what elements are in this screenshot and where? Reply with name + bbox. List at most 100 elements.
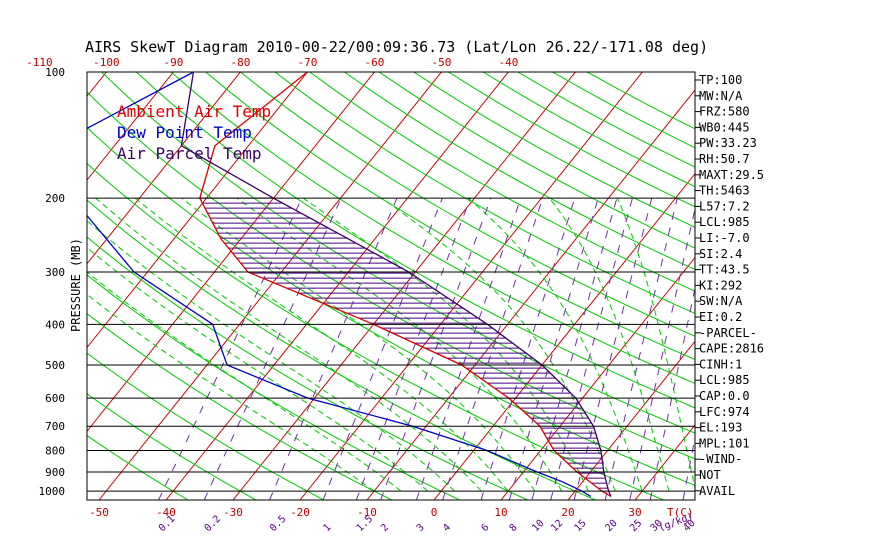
mixing-ratio-line — [380, 197, 492, 500]
mixing-ratio-tick-label: 10 — [530, 518, 546, 534]
index-entry: -PARCEL- — [699, 326, 757, 340]
pressure-tick-label: 400 — [45, 318, 65, 331]
legend-dewpoint-temp: Dew Point Temp — [117, 123, 252, 142]
mixing-ratio-tick-label: 8 — [508, 522, 520, 534]
isotherm-line — [769, 72, 870, 500]
pressure-tick-label: 300 — [45, 266, 65, 279]
isotherm-line — [87, 72, 241, 265]
isotherm-line — [299, 72, 643, 500]
isotherm-line — [836, 72, 870, 500]
pressure-tick-label: 800 — [45, 445, 65, 458]
pressure-tick-label: 600 — [45, 392, 65, 405]
pressure-tick-label: 700 — [45, 420, 65, 433]
dry-adiabat-line — [274, 72, 695, 315]
dry-adiabat-line — [413, 72, 695, 228]
dry-adiabat-line — [170, 72, 695, 385]
mixing-ratio-line — [322, 197, 443, 500]
index-entry: AVAIL — [699, 484, 735, 498]
mixing-ratio-tick-label: 2 — [379, 522, 391, 534]
index-entry: LFC:974 — [699, 405, 750, 419]
index-entry: EI:0.2 — [699, 310, 742, 324]
top-temp-tick-label: -60 — [364, 56, 384, 69]
dry-adiabat-line — [344, 72, 695, 270]
legend-ambient-temp: Ambient Air Temp — [117, 102, 271, 121]
index-entry: MW:N/A — [699, 89, 743, 103]
index-entry: TH:5463 — [699, 184, 750, 198]
index-entry: CAP:0.0 — [699, 389, 750, 403]
mixing-ratio-tick-label: 6 — [479, 522, 491, 534]
isotherm-line — [433, 172, 695, 500]
dry-adiabat-line — [309, 72, 695, 292]
mixing-ratio-line — [604, 198, 678, 500]
pressure-tick-label: 100 — [45, 66, 65, 79]
top-temp-tick-label: -100 — [93, 56, 120, 69]
index-entry: L57:7.2 — [699, 199, 750, 213]
dry-adiabat-line — [378, 72, 695, 249]
legend: Ambient Air Temp Dew Point Temp Air Parcel… — [117, 102, 271, 163]
index-entry: -WIND- — [699, 452, 742, 466]
bottom-temp-tick-label: -20 — [290, 506, 310, 519]
isotherm-line — [567, 340, 695, 500]
dry-adiabat-line — [448, 72, 695, 208]
index-entry: LCL:985 — [699, 373, 750, 387]
mixing-ratio-tick-label: 12 — [549, 518, 565, 534]
mixing-ratio-line — [649, 286, 695, 500]
index-entry: EL:193 — [699, 421, 742, 435]
index-entry: WB0:445 — [699, 120, 750, 134]
pressure-tick-label: 200 — [45, 192, 65, 205]
mixing-ratio-line — [442, 198, 544, 500]
cape-hatching — [199, 197, 608, 489]
pressure-tick-label: 900 — [45, 466, 65, 479]
index-entry: RH:50.7 — [699, 152, 750, 166]
mixing-ratio-tick-label: 1 — [321, 522, 333, 534]
legend-parcel-temp: Air Parcel Temp — [117, 144, 262, 163]
isotherm-line — [87, 72, 107, 98]
mixing-ratio-tick-label: 3 — [415, 522, 427, 534]
index-entry: PW:33.23 — [699, 136, 757, 150]
mixing-ratio-line — [415, 198, 522, 500]
top-temp-tick-label: -90 — [163, 56, 183, 69]
dry-adiabat-line — [87, 312, 393, 500]
isotherm-line — [87, 72, 308, 349]
index-entry: TT:43.5 — [699, 263, 750, 277]
index-entry: FRZ:580 — [699, 105, 750, 119]
mixing-ratio-line — [269, 197, 398, 500]
dry-adiabat-line — [87, 162, 664, 500]
mixing-ratio-tick-label: 20 — [603, 518, 619, 534]
plot-border — [86, 71, 696, 501]
index-entry: TP:100 — [699, 73, 742, 87]
x-axis-label: T(C) — [667, 506, 694, 519]
index-entry: SW:N/A — [699, 294, 743, 308]
top-temp-tick-label: -70 — [297, 56, 317, 69]
top-temp-tick-label: -40 — [498, 56, 518, 69]
pressure-tick-label: 1000 — [39, 485, 66, 498]
dry-adiabat-line — [240, 72, 695, 337]
index-entry: MPL:101 — [699, 436, 750, 450]
bottom-temp-tick-label: 10 — [494, 506, 507, 519]
index-entry: CINH:1 — [699, 357, 742, 371]
axes: 1002003004005006007008009001000-120-110-… — [26, 56, 697, 534]
isotherm-line — [0, 72, 39, 500]
moist-adiabat-line — [549, 197, 670, 492]
dry-adiabat-line — [87, 199, 596, 500]
pressure-tick-label: 500 — [45, 359, 65, 372]
mixing-ratio-tick-label: 4 — [441, 522, 453, 534]
bottom-temp-tick-label: 20 — [561, 506, 574, 519]
bottom-temp-tick-label: 0 — [431, 506, 438, 519]
mixing-ratio-line — [573, 198, 653, 500]
bottom-temp-tick-label: 30 — [628, 506, 641, 519]
bottom-temp-tick-label: -10 — [357, 506, 377, 519]
index-entry: SI:2.4 — [699, 247, 742, 261]
dry-adiabat-line — [482, 72, 695, 188]
mixing-ratio-line — [682, 434, 695, 500]
mixing-ratio-line — [629, 206, 695, 500]
top-temp-tick-label: -80 — [230, 56, 250, 69]
y-axis-label: PRESSURE (MB) — [69, 238, 83, 332]
index-entry: NOT — [699, 468, 721, 482]
index-entry: CAPE:2816 — [699, 342, 764, 356]
isotherm-line — [87, 72, 174, 181]
isotherm-line — [232, 72, 576, 500]
top-temp-tick-label: -110 — [26, 56, 53, 69]
